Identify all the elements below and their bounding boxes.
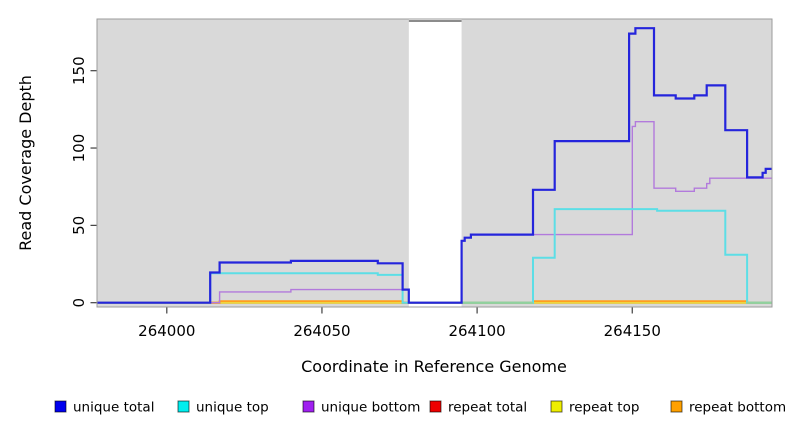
y-tick-label: 100 xyxy=(70,134,88,163)
legend-label-unique-total: unique total xyxy=(73,400,154,416)
legend-label-repeat-bottom: repeat bottom xyxy=(689,400,786,416)
series-lines xyxy=(97,27,772,304)
legend: unique total unique top unique bottom repea… xyxy=(54,400,786,416)
legend-swatch-repeat-bottom xyxy=(670,400,683,413)
legend-swatch-unique-top xyxy=(177,400,190,413)
series-line-unique-total xyxy=(97,27,772,304)
x-tick-label: 264000 xyxy=(138,322,195,340)
masked-region xyxy=(408,19,462,307)
legend-label-unique-bottom: unique bottom xyxy=(321,400,420,416)
y-axis-title: Read Coverage Depth xyxy=(16,75,35,251)
x-tick-label: 264050 xyxy=(293,322,350,340)
x-tick-label: 264150 xyxy=(604,322,661,340)
legend-swatch-unique-total xyxy=(54,400,67,413)
y-tick-label: 50 xyxy=(70,216,88,235)
y-tick-label: 150 xyxy=(70,56,88,85)
legend-swatch-unique-bottom xyxy=(302,400,315,413)
chart-content: 264000 264050 264100 264150 0 50 100 150 xyxy=(70,19,772,340)
series-line-unique-top xyxy=(97,208,772,304)
y-tick-label: 0 xyxy=(70,298,88,308)
legend-label-unique-top: unique top xyxy=(196,400,269,416)
legend-swatch-repeat-total xyxy=(429,400,442,413)
x-tick-label: 264100 xyxy=(448,322,505,340)
series-line-unique-bottom xyxy=(97,121,772,304)
legend-label-repeat-top: repeat top xyxy=(569,400,639,416)
legend-label-repeat-total: repeat total xyxy=(448,400,527,416)
x-axis-title: Coordinate in Reference Genome xyxy=(301,357,567,376)
plot-panel-border xyxy=(96,18,773,308)
legend-swatch-repeat-top xyxy=(550,400,563,413)
